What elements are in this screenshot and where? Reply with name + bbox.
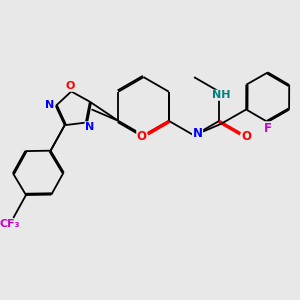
Text: O: O	[137, 130, 147, 143]
Text: O: O	[66, 81, 75, 91]
Text: N: N	[85, 122, 94, 132]
Text: CF₃: CF₃	[0, 219, 20, 229]
Text: NH: NH	[212, 90, 231, 100]
Text: N: N	[193, 128, 202, 140]
Text: O: O	[241, 130, 251, 143]
Text: F: F	[263, 122, 272, 135]
Text: N: N	[45, 100, 55, 110]
